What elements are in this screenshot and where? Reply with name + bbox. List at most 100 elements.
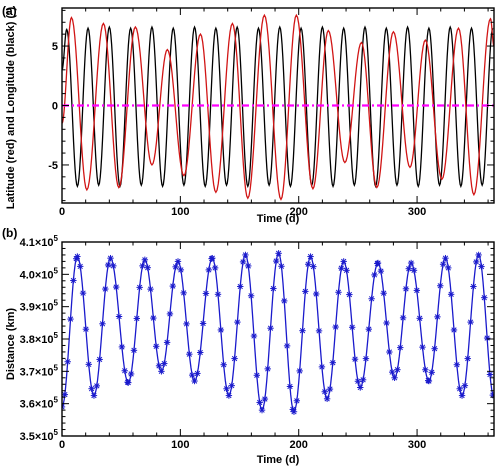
data-point-marker — [191, 377, 198, 385]
data-point-marker — [239, 258, 247, 266]
data-point-marker — [188, 371, 196, 379]
data-point-marker — [225, 392, 233, 399]
series-line-latitude — [62, 13, 494, 201]
data-point-marker — [205, 266, 212, 274]
data-point-marker — [141, 256, 149, 263]
data-point-marker — [473, 258, 480, 266]
data-point-marker — [374, 259, 382, 267]
data-point-marker — [293, 397, 301, 404]
data-point-marker — [186, 350, 193, 358]
data-point-marker — [407, 259, 415, 267]
panel-b: (b) 0 100 200 300 3.5×105 3.6×105 3.7×105 3.8×1… — [2, 226, 495, 466]
x-tick-label: 100 — [171, 439, 189, 451]
data-point-marker — [169, 282, 176, 290]
data-point-marker — [130, 347, 138, 354]
data-point-marker — [326, 385, 334, 393]
data-point-marker — [354, 378, 362, 385]
panel-b-ylabel: Distance (km) — [5, 308, 17, 380]
data-point-marker — [197, 349, 204, 356]
y-tick-label: 3.5×105 — [20, 428, 59, 443]
data-point-marker — [118, 343, 126, 351]
data-point-marker — [470, 283, 477, 290]
plot-frame — [61, 241, 495, 437]
data-point-marker — [304, 261, 312, 268]
data-point-marker — [220, 361, 227, 368]
data-point-marker — [371, 271, 378, 279]
data-point-marker — [453, 361, 461, 368]
data-point-marker — [362, 355, 370, 362]
data-point-marker — [456, 385, 463, 392]
data-point-marker — [166, 310, 174, 318]
data-point-marker — [107, 254, 114, 262]
data-point-marker — [90, 392, 98, 399]
data-point-marker — [437, 282, 444, 289]
panel-a-ylabel: Latitude (red) and Longitude (black) (°) — [5, 6, 17, 209]
data-point-marker — [315, 327, 323, 335]
data-point-marker — [155, 362, 163, 370]
data-point-marker — [302, 288, 309, 295]
panel-a-label: (a) — [2, 4, 17, 18]
data-point-marker — [405, 265, 412, 272]
x-tick-label: 200 — [290, 439, 308, 451]
data-point-marker — [422, 366, 429, 373]
data-point-marker — [115, 313, 123, 320]
data-point-marker — [442, 254, 449, 262]
data-point-marker — [161, 360, 168, 367]
data-point-marker — [250, 332, 258, 340]
data-point-marker — [368, 295, 375, 302]
data-point-marker — [247, 292, 255, 299]
panel-b-label: (b) — [2, 226, 17, 240]
x-tick-label: 300 — [408, 206, 426, 218]
data-point-marker — [199, 320, 207, 327]
data-point-marker — [335, 289, 342, 296]
data-point-marker — [439, 261, 447, 268]
data-point-marker — [286, 383, 294, 390]
data-point-marker — [351, 355, 359, 363]
data-point-marker — [183, 320, 190, 328]
data-point-marker — [386, 348, 393, 356]
data-point-marker — [150, 314, 157, 322]
data-point-marker — [397, 344, 404, 351]
data-point-marker — [425, 377, 433, 385]
data-point-marker — [346, 291, 353, 298]
data-point-marker — [450, 326, 458, 334]
data-point-marker — [270, 285, 277, 292]
data-point-marker — [329, 359, 336, 366]
data-point-marker — [194, 370, 201, 377]
data-point-marker — [410, 267, 418, 274]
data-point-marker — [380, 290, 387, 297]
series-line-distance — [62, 252, 494, 414]
data-point-marker — [416, 315, 423, 322]
y-tick-label: 5 — [52, 41, 58, 53]
data-point-marker — [136, 284, 143, 291]
data-point-marker — [321, 388, 328, 395]
data-point-marker — [467, 318, 474, 326]
data-point-marker — [96, 356, 103, 363]
data-point-marker — [413, 287, 421, 294]
data-point-marker — [261, 395, 269, 403]
panel-b-plot: 0 100 200 300 3.5×105 3.6×105 3.7×105 3.8×105 3.… — [20, 234, 495, 451]
data-point-marker — [258, 406, 266, 414]
data-point-marker — [242, 251, 249, 259]
data-point-marker — [217, 326, 225, 334]
data-point-marker — [139, 262, 146, 270]
data-point-marker — [475, 251, 482, 259]
data-point-marker — [67, 315, 74, 323]
data-point-marker — [307, 253, 314, 260]
data-point-marker — [296, 367, 303, 375]
x-tick-label: 300 — [408, 439, 426, 451]
data-point-marker — [144, 264, 151, 271]
data-point-marker — [434, 313, 441, 321]
data-point-marker — [223, 385, 230, 392]
data-point-marker — [202, 290, 210, 297]
data-point-marker — [267, 325, 274, 332]
data-point-marker — [419, 343, 426, 351]
data-point-marker — [428, 369, 435, 376]
data-point-marker — [283, 342, 291, 350]
data-point-marker — [70, 277, 77, 284]
panel-a-plot: 0 100 200 300 -5 0 5 — [48, 7, 495, 218]
data-point-marker — [121, 367, 128, 374]
data-point-marker — [445, 264, 452, 272]
data-point-marker — [102, 285, 109, 293]
